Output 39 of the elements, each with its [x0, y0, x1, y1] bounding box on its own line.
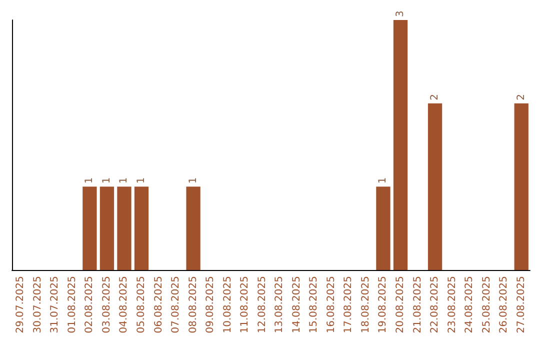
x-tick-label: 23.08.2025 — [446, 276, 458, 334]
x-tick-label: 03.08.2025 — [101, 276, 112, 334]
x-tick-label: 19.08.2025 — [378, 276, 389, 334]
x-tick-label: 14.08.2025 — [291, 276, 302, 334]
x-tick-label: 10.08.2025 — [222, 276, 234, 334]
x-tick-label: 01.08.2025 — [66, 276, 78, 334]
x-tick-label: 21.08.2025 — [412, 276, 424, 334]
data-label: 3 — [395, 10, 406, 17]
data-label: 1 — [188, 177, 199, 184]
x-tick-label: 18.08.2025 — [360, 276, 372, 334]
x-tick-label: 16.08.2025 — [326, 276, 337, 334]
x-tick-label: 06.08.2025 — [153, 276, 164, 334]
x-tick-label: 07.08.2025 — [170, 276, 182, 334]
x-tick-label: 17.08.2025 — [343, 276, 354, 334]
x-tick-label: 15.08.2025 — [308, 276, 320, 334]
data-label: 1 — [118, 177, 130, 184]
x-tick-label: 09.08.2025 — [205, 276, 216, 334]
x-tick-label: 22.08.2025 — [430, 276, 441, 334]
x-tick-label: 29.07.2025 — [15, 276, 26, 334]
x-tick-label: 02.08.2025 — [84, 276, 96, 334]
x-tick-label: 20.08.2025 — [395, 276, 406, 334]
x-tick-label: 13.08.2025 — [274, 276, 286, 334]
data-label: 2 — [516, 94, 527, 100]
data-label: 2 — [430, 94, 441, 100]
x-tick-label: 11.08.2025 — [240, 276, 251, 334]
x-tick-label: 08.08.2025 — [188, 276, 199, 334]
x-tick-label: 04.08.2025 — [118, 276, 130, 334]
x-tick-label: 25.08.2025 — [481, 276, 492, 334]
x-tick-label: 12.08.2025 — [256, 276, 268, 334]
x-tick-label: 30.07.2025 — [32, 276, 44, 334]
data-label: 1 — [101, 177, 112, 184]
x-tick-label: 24.08.2025 — [464, 276, 476, 334]
x-tick-label: 26.08.2025 — [498, 276, 510, 334]
data-label: 1 — [84, 177, 96, 184]
x-tick-label: 27.08.2025 — [516, 276, 527, 334]
x-tick-label: 31.07.2025 — [50, 276, 61, 334]
data-label: 1 — [136, 177, 147, 184]
x-tick-label: 05.08.2025 — [136, 276, 147, 334]
data-label: 1 — [378, 177, 389, 184]
